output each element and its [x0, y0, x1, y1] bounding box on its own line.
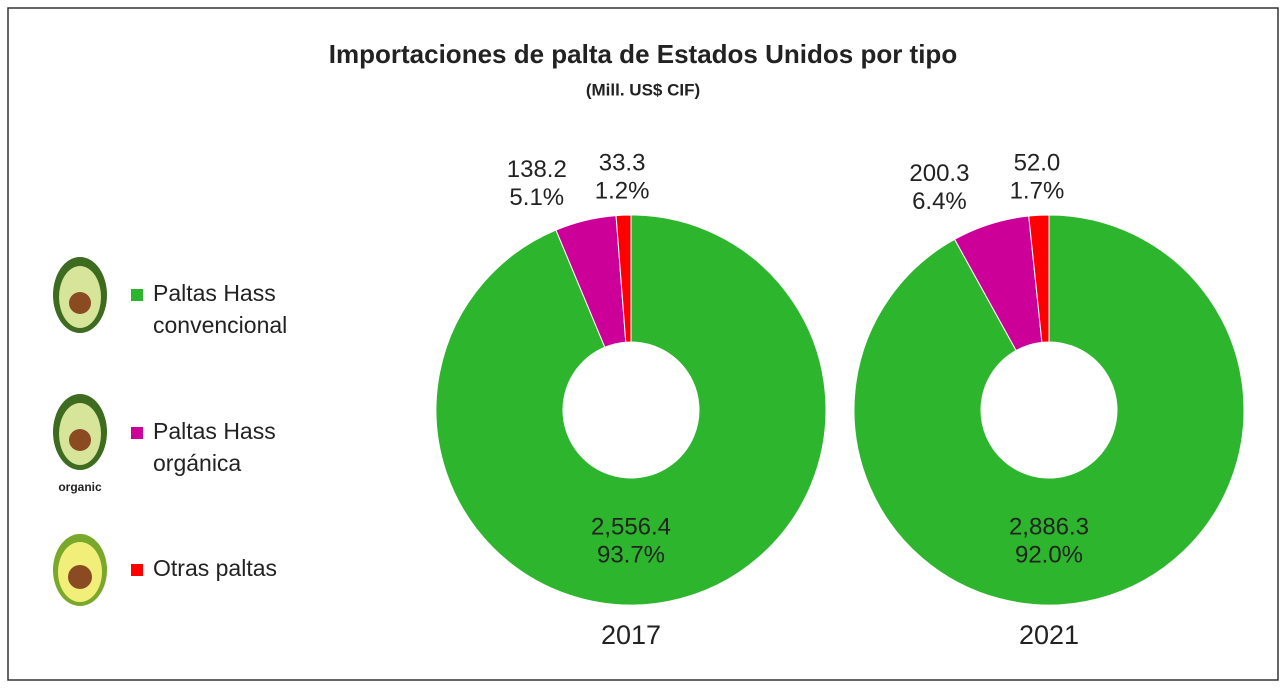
chart-label: 2021	[1019, 620, 1079, 650]
legend-label: Paltas Hass orgánica	[153, 418, 276, 476]
percent-label: 5.1%	[509, 184, 564, 211]
chart-subtitle: (Mill. US$ CIF)	[586, 80, 700, 99]
donut-slice	[435, 214, 827, 606]
percent-label: 6.4%	[912, 188, 967, 215]
legend-swatch	[131, 427, 143, 439]
legend-label: Otras paltas	[153, 555, 277, 581]
donut-slice	[1028, 214, 1050, 343]
legend-swatch	[131, 564, 143, 576]
value-label: 2,886.3	[1009, 513, 1089, 540]
donut-slice	[853, 214, 1245, 606]
avocado-icon	[53, 257, 107, 333]
legend-swatch	[131, 289, 143, 301]
icon-label: organic	[58, 480, 102, 494]
percent-label: 1.7%	[1010, 178, 1065, 205]
value-label: 2,556.4	[591, 513, 671, 540]
percent-label: 93.7%	[597, 541, 665, 568]
donut-slice	[615, 214, 632, 343]
value-label: 138.2	[507, 156, 567, 183]
value-label: 52.0	[1014, 150, 1061, 177]
chart-title: Importaciones de palta de Estados Unidos…	[329, 39, 957, 69]
value-label: 33.3	[599, 150, 646, 177]
legend-label: Paltas Hass convencional	[153, 280, 287, 338]
avocado-icon	[53, 394, 107, 470]
percent-label: 92.0%	[1015, 541, 1083, 568]
avocado-icon	[53, 534, 107, 606]
chart-label: 2017	[601, 620, 661, 650]
value-label: 200.3	[909, 160, 969, 187]
percent-label: 1.2%	[595, 178, 650, 205]
